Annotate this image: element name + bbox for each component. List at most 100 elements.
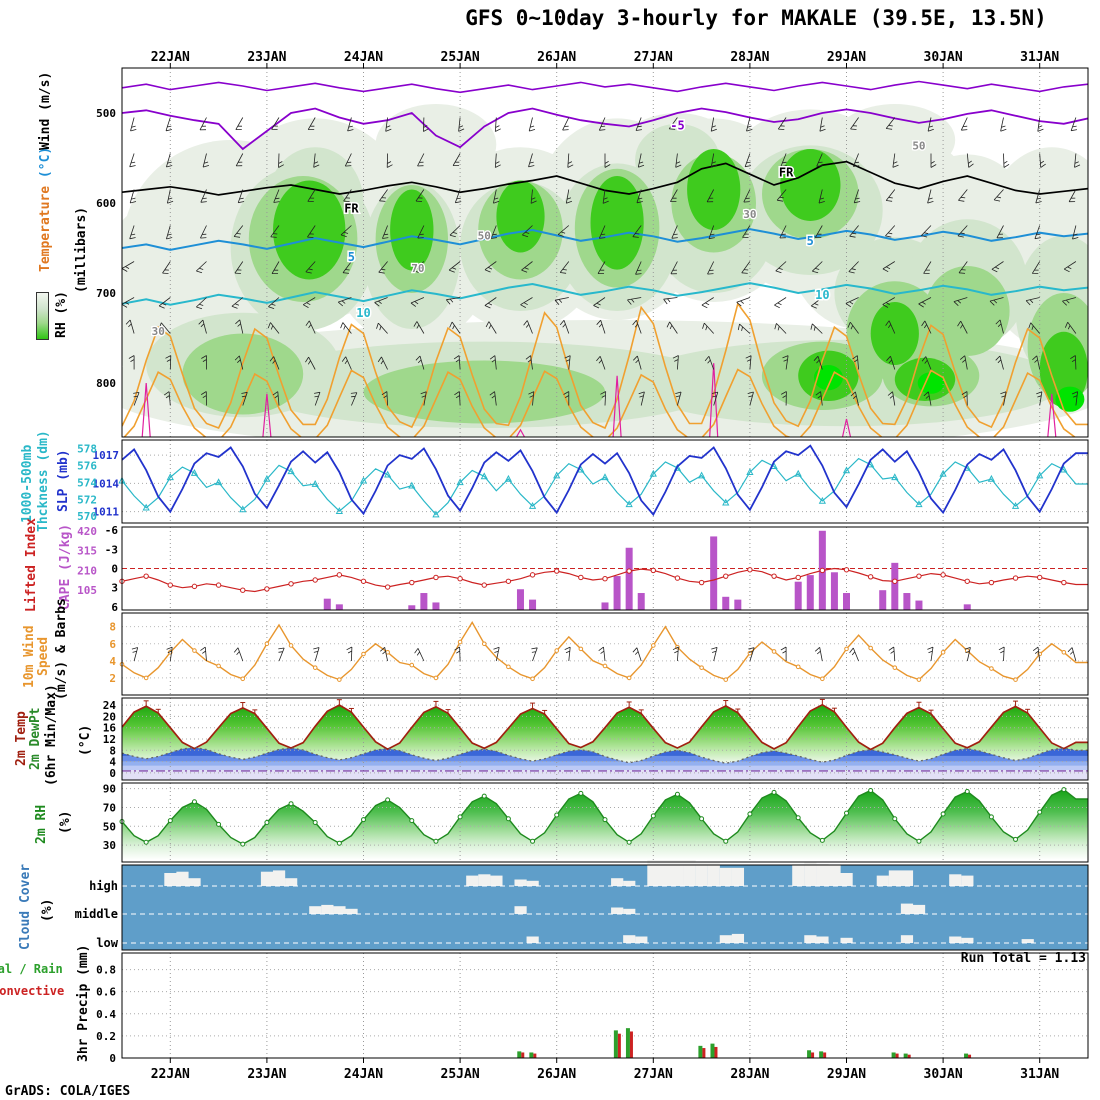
- svg-text:28JAN: 28JAN: [730, 50, 769, 65]
- svg-text:29JAN: 29JAN: [827, 50, 866, 65]
- temperature-axis-label: Temperature (°C): [38, 147, 53, 272]
- svg-text:22JAN: 22JAN: [151, 50, 190, 65]
- svg-text:29JAN: 29JAN: [827, 1067, 866, 1082]
- slp-thickness-panel: [118, 440, 1088, 523]
- svg-text:16: 16: [103, 722, 117, 735]
- svg-text:8: 8: [109, 744, 116, 757]
- rh2m-unit-label: (%): [58, 810, 73, 834]
- svg-text:0.4: 0.4: [96, 1008, 116, 1021]
- svg-text:1014: 1014: [93, 477, 120, 490]
- svg-text:0: 0: [111, 563, 118, 576]
- svg-text:-5: -5: [670, 119, 684, 133]
- svg-text:10: 10: [815, 288, 829, 302]
- svg-text:70: 70: [103, 801, 116, 814]
- svg-text:420: 420: [77, 525, 97, 538]
- svg-text:31JAN: 31JAN: [1020, 50, 1059, 65]
- svg-text:26JAN: 26JAN: [537, 50, 576, 65]
- svg-text:3: 3: [111, 582, 118, 595]
- svg-text:105: 105: [77, 584, 97, 597]
- svg-text:high: high: [89, 879, 118, 893]
- svg-text:700: 700: [96, 287, 116, 300]
- svg-text:27JAN: 27JAN: [634, 1067, 673, 1082]
- svg-text:0: 0: [109, 767, 116, 780]
- cloud-cover-axis-label: Cloud Cover: [18, 863, 33, 950]
- cloud-unit-label: (%): [40, 898, 55, 922]
- svg-text:30: 30: [743, 208, 756, 221]
- rh2m-axis-label: 2m RH: [34, 804, 49, 844]
- svg-text:570: 570: [77, 510, 97, 523]
- svg-text:574: 574: [77, 476, 97, 489]
- rh-colorbar: [36, 292, 49, 340]
- svg-text:1017: 1017: [93, 449, 120, 462]
- svg-text:50: 50: [912, 139, 925, 152]
- lifted-index-axis-label: Lifted Index: [24, 518, 39, 612]
- svg-text:28JAN: 28JAN: [730, 1067, 769, 1082]
- svg-text:-3: -3: [105, 543, 118, 556]
- precip-convective-label: Convective: [0, 984, 65, 998]
- svg-text:middle: middle: [75, 907, 118, 921]
- svg-text:0.2: 0.2: [96, 1030, 116, 1043]
- svg-text:4: 4: [109, 655, 116, 668]
- wind10m-axis-label-1: 10m Wind: [22, 625, 37, 688]
- precip-total-label: Total / Rain: [0, 962, 63, 976]
- grads-credit: GrADS: COLA/IGES: [5, 1084, 131, 1099]
- svg-text:2: 2: [109, 672, 116, 685]
- minmax-axis-label: (6hr Min/Max): [44, 684, 59, 786]
- rh-axis-label: RH (%): [54, 291, 69, 338]
- svg-text:70: 70: [411, 262, 424, 275]
- svg-text:0.8: 0.8: [96, 964, 116, 977]
- svg-text:27JAN: 27JAN: [634, 50, 673, 65]
- svg-text:1011: 1011: [93, 506, 120, 519]
- svg-text:FR: FR: [779, 165, 794, 179]
- svg-text:4: 4: [109, 756, 116, 769]
- svg-text:22JAN: 22JAN: [151, 1067, 190, 1082]
- millibars-axis-label: (millibars): [74, 206, 89, 293]
- svg-text:25JAN: 25JAN: [441, 50, 480, 65]
- svg-text:210: 210: [77, 564, 97, 577]
- wind10m-panel: [119, 613, 1088, 695]
- thickness-axis-label-1: 1000-500mb: [20, 444, 35, 523]
- svg-text:30: 30: [152, 325, 165, 338]
- svg-text:26JAN: 26JAN: [537, 1067, 576, 1082]
- slp-axis-label: SLP (mb): [56, 449, 71, 512]
- svg-text:5: 5: [348, 250, 355, 264]
- svg-text:10: 10: [356, 306, 370, 320]
- temp2m-unit-label: (°C): [78, 724, 93, 756]
- svg-text:FR: FR: [344, 201, 359, 215]
- thickness-axis-label-2: Thckness (dm): [36, 430, 51, 532]
- temp2m-axis-label: 2m Temp: [14, 711, 29, 766]
- svg-text:50: 50: [103, 820, 116, 833]
- svg-text:6: 6: [111, 601, 118, 614]
- svg-text:30JAN: 30JAN: [924, 1067, 963, 1082]
- wind10m-axis-label-2: Speed: [36, 636, 51, 676]
- svg-text:6: 6: [109, 638, 116, 651]
- svg-text:0: 0: [109, 1052, 116, 1065]
- svg-text:23JAN: 23JAN: [247, 1067, 286, 1082]
- svg-text:24JAN: 24JAN: [344, 50, 383, 65]
- svg-text:low: low: [96, 936, 118, 950]
- svg-text:800: 800: [96, 377, 116, 390]
- cape-axis-label: CAPE (J/kg): [58, 523, 73, 610]
- precip-panel: [122, 953, 1088, 1058]
- svg-text:8: 8: [109, 621, 116, 634]
- svg-text:31JAN: 31JAN: [1020, 1067, 1059, 1082]
- svg-text:500: 500: [96, 107, 116, 120]
- run-total-text: Run Total = 1.13: [960, 951, 1086, 966]
- precip-axis-label: 3hr Precip (mm): [76, 944, 91, 1062]
- svg-text:50: 50: [478, 229, 491, 242]
- wind-axis-label: Wind (m/s): [38, 71, 53, 150]
- svg-text:572: 572: [77, 493, 97, 506]
- li-cape-panel: [119, 527, 1088, 610]
- rh2m-panel: [119, 783, 1088, 862]
- temperature-word: Temperature: [38, 178, 53, 272]
- svg-text:30: 30: [103, 839, 116, 852]
- temperature-unit: (°C): [38, 146, 53, 179]
- svg-text:576: 576: [77, 459, 97, 472]
- svg-text:90: 90: [103, 783, 116, 796]
- page-title: GFS 0~10day 3-hourly for MAKALE (39.5E, …: [465, 6, 1047, 30]
- dewpt2m-axis-label: 2m DewPt: [28, 707, 43, 770]
- svg-text:23JAN: 23JAN: [247, 50, 286, 65]
- svg-text:578: 578: [77, 442, 97, 455]
